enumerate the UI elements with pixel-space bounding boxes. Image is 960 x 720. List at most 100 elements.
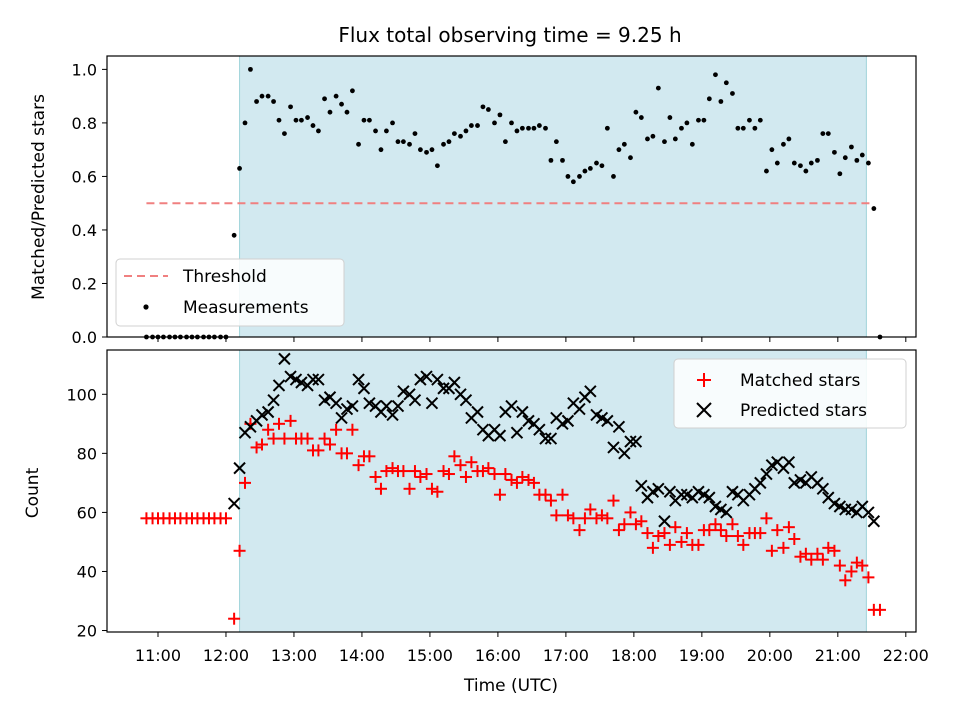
matched-star-point — [346, 423, 359, 436]
predicted-star-point — [420, 370, 433, 383]
legend-matched-swatch — [697, 373, 711, 387]
predicted-star-point — [335, 411, 348, 425]
measurement-point — [543, 125, 548, 131]
measurement-point — [781, 141, 786, 147]
measurement-point — [237, 166, 242, 171]
legend-predicted-label: Predicted stars — [740, 401, 867, 421]
measurement-point — [401, 139, 406, 145]
measurement-point — [706, 96, 712, 102]
matched-star-point — [488, 468, 501, 481]
measurements-series — [144, 66, 883, 340]
matched-star-point — [850, 556, 863, 569]
matched-star-point — [363, 450, 376, 463]
bottom-legend: Matched stars Predicted stars — [673, 358, 907, 429]
measurement-point — [582, 168, 588, 174]
measurement-point — [344, 109, 350, 115]
matched-star-point — [873, 603, 886, 616]
matched-star-point — [228, 612, 241, 625]
matched-star-point — [556, 488, 569, 501]
measurement-point — [611, 174, 616, 179]
measurement-point — [463, 128, 469, 134]
x-tick-label: 12:00 — [203, 646, 249, 665]
measurement-point — [271, 99, 276, 104]
predicted-star-point — [459, 393, 473, 407]
x-tick-label: 15:00 — [407, 646, 453, 665]
legend-measurements-label: Measurements — [183, 298, 309, 318]
predicted-star-point — [618, 447, 631, 460]
matched-star-point — [618, 518, 631, 531]
matched-star-point — [703, 524, 716, 537]
predicted-star-point — [261, 405, 275, 419]
measurement-point — [322, 96, 327, 102]
measurement-point — [866, 160, 871, 166]
measurement-point — [327, 109, 333, 115]
measurement-point — [594, 160, 599, 166]
predicted-star-point — [386, 408, 399, 422]
measurement-point — [604, 125, 610, 131]
predicted-star-point — [448, 376, 461, 389]
measurement-point — [803, 168, 809, 174]
predicted-star-point — [601, 414, 614, 428]
predicted-star-point — [306, 373, 320, 386]
matched-star-point — [584, 503, 597, 516]
measurement-point — [577, 174, 582, 179]
measurement-point — [536, 123, 542, 128]
matched-star-point — [771, 524, 784, 537]
measurement-point — [480, 104, 486, 110]
y-tick-label: 0.8 — [72, 114, 97, 133]
predicted-star-point — [652, 482, 665, 495]
legend-threshold-label: Threshold — [182, 267, 267, 287]
measurement-point — [254, 99, 259, 104]
measurement-point — [265, 93, 271, 99]
measurement-point — [305, 115, 310, 120]
matched-star-point — [505, 473, 518, 486]
matched-star-point — [397, 465, 410, 478]
measurement-point — [378, 147, 384, 153]
matched-star-point — [607, 494, 620, 507]
measurement-point — [747, 117, 752, 123]
matched-star-point — [380, 465, 393, 478]
measurement-point — [565, 174, 571, 179]
y-tick-label: 0.6 — [72, 167, 97, 186]
predicted-star-point — [471, 405, 484, 419]
measurement-point — [849, 144, 854, 150]
measurement-point — [757, 117, 763, 123]
matched-star-point — [737, 538, 750, 551]
matched-star-point — [578, 512, 591, 525]
matched-star-point — [482, 462, 495, 475]
measurement-point — [854, 157, 860, 163]
measurement-point — [713, 72, 718, 78]
matched-star-point — [845, 565, 858, 578]
predicted-star-point — [312, 373, 325, 386]
measurement-point — [650, 133, 656, 139]
measurement-point — [701, 117, 707, 123]
predicted-star-point — [278, 352, 291, 366]
y-tick-label: 1.0 — [72, 60, 97, 79]
predicted-star-point — [425, 396, 439, 410]
matched-star-point — [828, 544, 841, 557]
matched-star-point — [330, 423, 343, 436]
y-tick-label: 0.0 — [72, 328, 97, 347]
matched-star-point — [811, 547, 824, 560]
measurement-point — [293, 117, 299, 123]
matched-star-point — [709, 518, 722, 531]
measurement-point — [231, 232, 237, 238]
predicted-star-point — [272, 379, 286, 392]
y-tick-label: 20 — [77, 622, 97, 641]
measurement-point — [458, 133, 463, 139]
predicted-star-point — [629, 435, 643, 448]
x-tick-label: 18:00 — [611, 646, 657, 665]
measurement-point — [531, 125, 537, 131]
measurement-point — [548, 157, 554, 163]
predicted-star-point — [437, 382, 450, 395]
measurement-point — [424, 149, 429, 155]
matched-star-point — [301, 432, 314, 445]
matched-star-point — [720, 530, 733, 543]
matched-star-point — [431, 485, 444, 498]
measurement-point — [333, 93, 339, 99]
matched-star-point — [386, 462, 399, 475]
predicted-star-point — [295, 376, 308, 389]
predicted-star-point — [391, 399, 405, 413]
matched-star-point — [233, 544, 246, 557]
